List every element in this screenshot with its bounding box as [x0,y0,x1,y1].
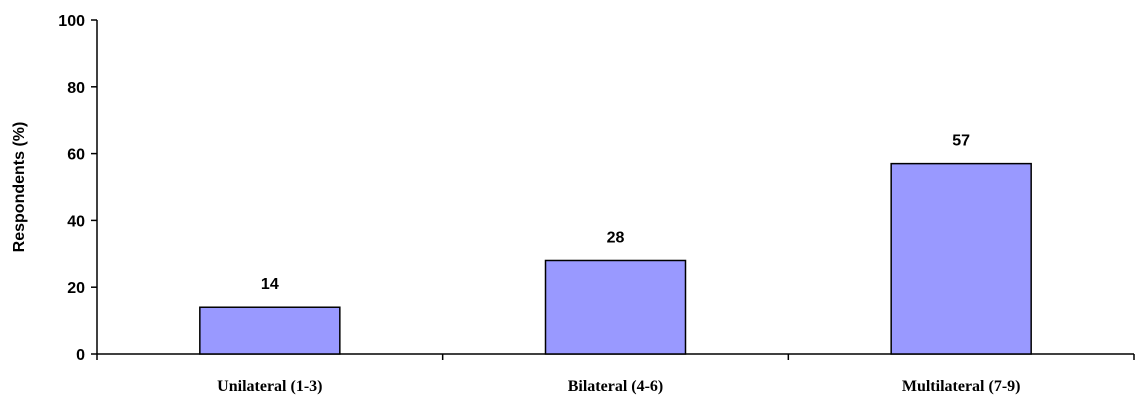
y-tick-label: 0 [76,347,85,364]
bar [199,306,341,355]
y-tick-label: 60 [67,147,85,164]
y-tick-label: 20 [67,280,85,297]
chart-bars [199,162,1032,355]
bar-value-label: 14 [261,276,279,293]
y-axis-title: Respondents (%) [11,122,28,253]
x-category-label: Multilateral (7-9) [902,378,1021,395]
y-tick-label: 80 [67,80,85,97]
y-tick-label: 40 [67,213,85,230]
chart-labels: 0 20 40 60 80 100 14 Unilateral (1-3) 28 Bilatera… [58,13,1020,395]
x-category-label: Bilateral (4-6) [568,378,664,395]
bar [544,259,687,355]
bar-value-label: 57 [952,133,970,150]
x-category-label: Unilateral (1-3) [217,378,322,395]
bar [890,162,1032,355]
bar-value-label: 28 [607,229,625,246]
y-tick-label: 100 [58,13,85,30]
